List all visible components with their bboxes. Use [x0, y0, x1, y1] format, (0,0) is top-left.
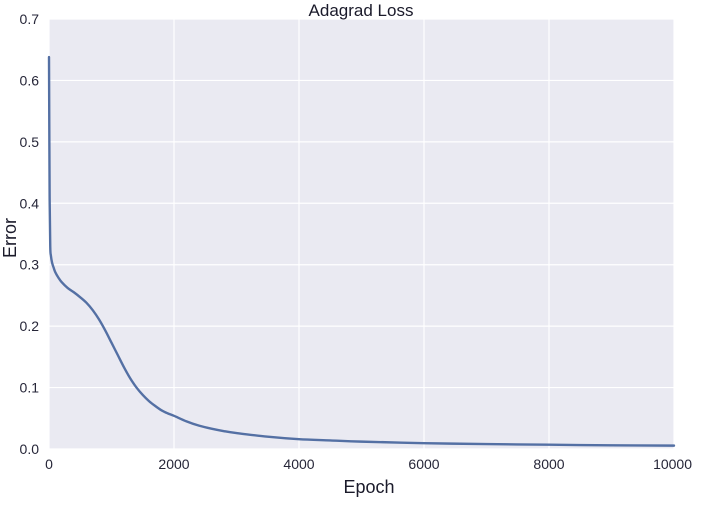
x-tick-label: 8000 [533, 456, 564, 472]
plot-area [49, 19, 674, 449]
y-tick-label: 0.2 [20, 318, 40, 334]
y-axis-ticks: 0.0 0.1 0.2 0.3 0.4 0.5 0.6 0.7 [20, 11, 40, 457]
x-tick-label: 0 [45, 456, 53, 472]
y-tick-label: 0.5 [20, 134, 40, 150]
y-tick-label: 0.4 [20, 195, 40, 211]
series-line [47, 55, 676, 447]
y-tick-label: 0.6 [20, 72, 40, 88]
x-tick-label: 2000 [158, 456, 189, 472]
y-tick-label: 0.0 [20, 441, 40, 457]
x-axis-title: Epoch [343, 477, 394, 497]
y-axis-title: Error [0, 218, 20, 258]
y-tick-label: 0.3 [20, 257, 40, 273]
y-tick-label: 0.7 [20, 11, 40, 27]
x-tick-label: 6000 [408, 456, 439, 472]
y-tick-label: 0.1 [20, 380, 40, 396]
x-axis-ticks: 0 2000 4000 6000 8000 10000 [45, 456, 692, 472]
chart-title: Adagrad Loss [309, 1, 414, 20]
x-tick-label: 4000 [283, 456, 314, 472]
grid-lines [48, 18, 675, 450]
x-tick-label: 10000 [653, 456, 692, 472]
